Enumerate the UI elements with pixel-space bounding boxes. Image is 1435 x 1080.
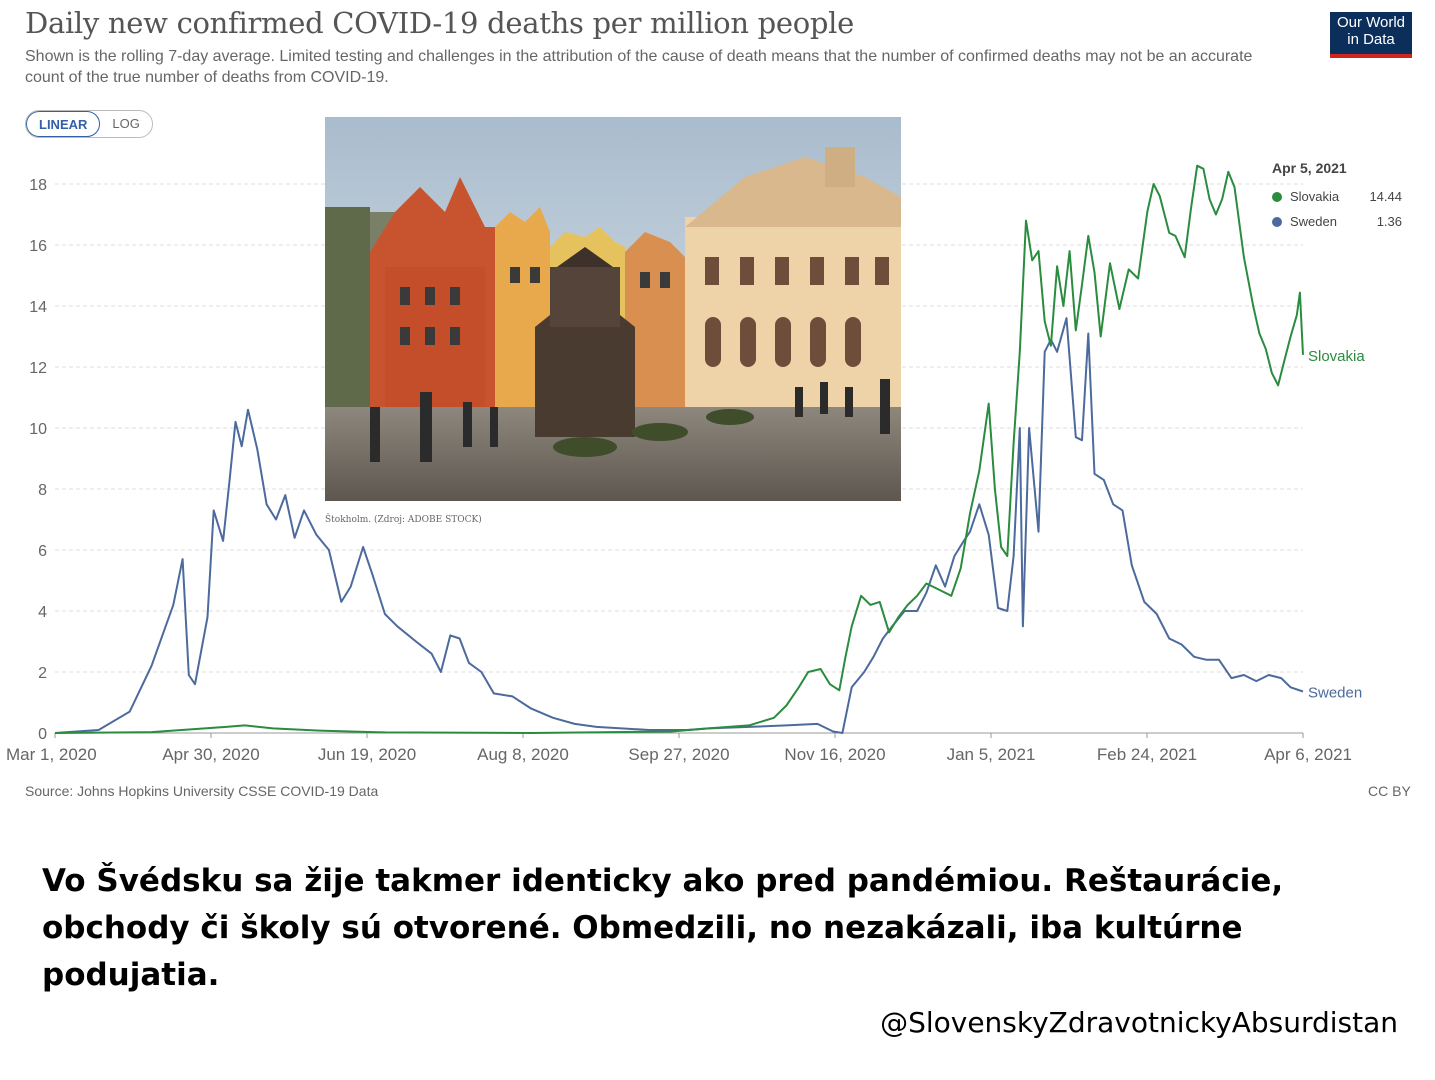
x-tick-label: Apr 6, 2021 [1264, 745, 1352, 764]
photo-caption: Štokholm. (Zdroj: ADOBE STOCK) [325, 515, 482, 525]
x-tick-label: Jun 19, 2020 [318, 745, 416, 764]
tooltip-value: 14.44 [1369, 189, 1402, 204]
tooltip-date: Apr 5, 2021 [1272, 160, 1347, 176]
slide-text: Vo Švédsku sa žije takmer identicky ako … [42, 863, 1284, 993]
y-tick-label: 4 [38, 604, 47, 621]
tooltip-value: 1.36 [1376, 214, 1402, 229]
tooltip-row-sweden: Sweden 1.36 [1272, 209, 1402, 234]
y-tick-label: 8 [38, 482, 47, 499]
x-tick-label: Aug 8, 2020 [477, 745, 569, 764]
tooltip-row-slovakia: Slovakia 14.44 [1272, 184, 1402, 209]
x-tick-label: Apr 30, 2020 [162, 745, 259, 764]
y-tick-label: 2 [38, 665, 47, 682]
x-tick-label: Feb 24, 2021 [1097, 745, 1197, 764]
series-label-slovakia: Slovakia [1308, 348, 1365, 365]
source-note[interactable]: Source: Johns Hopkins University CSSE CO… [25, 783, 379, 799]
slovakia-dot-icon [1272, 191, 1282, 202]
logo-line-1: Our World [1336, 14, 1406, 31]
x-tick-label: Sep 27, 2020 [628, 745, 729, 764]
linear-toggle-button[interactable]: LINEAR [26, 111, 101, 137]
series-label-sweden: Sweden [1308, 685, 1362, 702]
license-link[interactable]: CC BY [1368, 783, 1411, 799]
x-tick-label: Jan 5, 2021 [947, 745, 1036, 764]
x-tick-label: Nov 16, 2020 [784, 745, 885, 764]
tooltip-name: Sweden [1290, 214, 1337, 229]
log-toggle-button[interactable]: LOG [112, 116, 140, 131]
series-line-slovakia [54, 164, 1304, 734]
chart-subtitle: Shown is the rolling 7-day average. Limi… [25, 48, 1253, 86]
y-tick-label: 0 [38, 726, 47, 743]
tooltip-name: Slovakia [1290, 189, 1340, 204]
stockholm-square-illustration [325, 117, 901, 501]
chart-title: Daily new confirmed COVID-19 deaths per … [25, 6, 855, 40]
y-tick-label: 6 [38, 543, 47, 560]
logo-line-2: in Data [1347, 31, 1395, 48]
y-tick-label: 14 [29, 299, 47, 316]
hover-tooltip: Apr 5, 2021 Slovakia 14.44 Sweden 1.36 [1272, 160, 1402, 234]
stockholm-photo [325, 117, 901, 501]
owid-logo[interactable]: Our World in Data [1330, 12, 1412, 58]
y-tick-label: 18 [29, 177, 47, 194]
x-tick-label: Mar 1, 2020 [6, 745, 97, 764]
y-tick-label: 12 [29, 360, 47, 377]
series-line-sweden [54, 317, 1304, 734]
author-handle: @SlovenskyZdravotnickyAbsurdistan [880, 1006, 1398, 1039]
sweden-dot-icon [1272, 216, 1282, 227]
y-tick-label: 10 [29, 421, 47, 438]
scale-toggle: LINEAR LOG [25, 110, 153, 138]
y-tick-label: 16 [29, 238, 47, 255]
